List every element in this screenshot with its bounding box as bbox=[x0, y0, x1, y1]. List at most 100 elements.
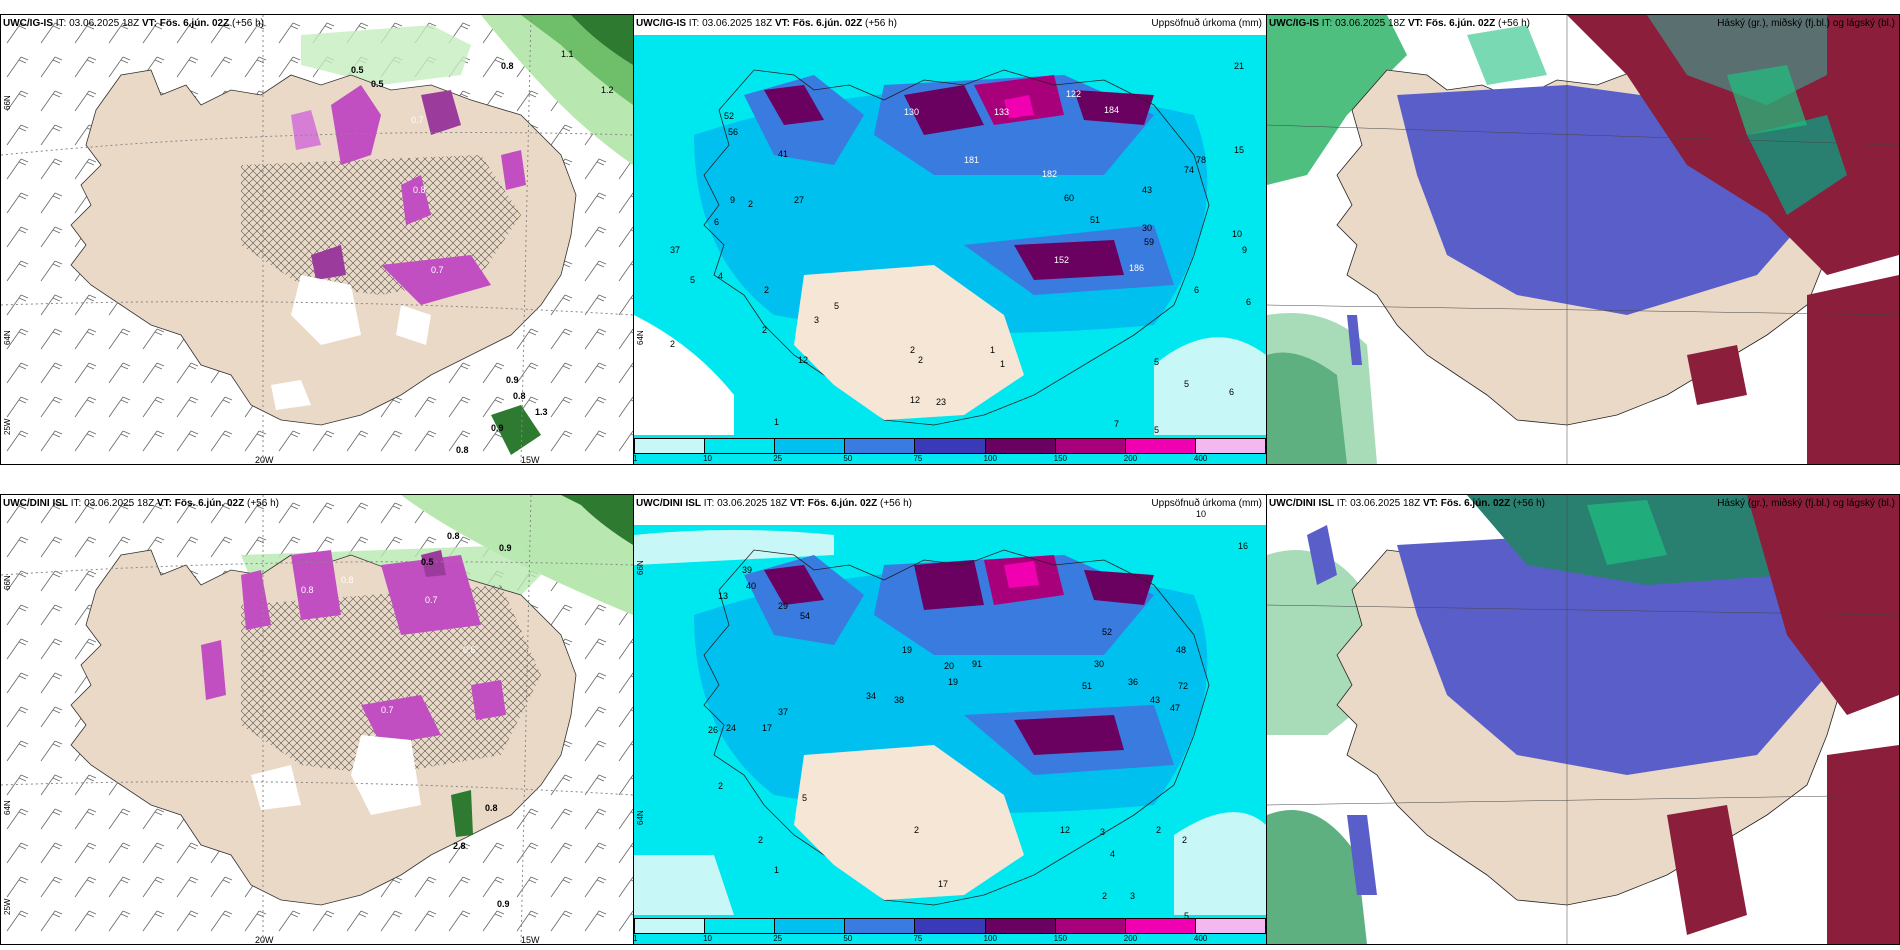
precip-value: 54 bbox=[800, 611, 811, 621]
precip-value: 133 bbox=[994, 107, 1010, 117]
lat-label-64n: 64N bbox=[636, 810, 645, 825]
snow-value: 0.8 bbox=[447, 531, 460, 541]
precip-value: 2 bbox=[670, 339, 676, 349]
snow-value: 1.1 bbox=[561, 49, 574, 59]
map-precip-top bbox=[634, 15, 1266, 464]
lon-label-20w: 20W bbox=[255, 455, 274, 465]
colorbar-segment: 150 bbox=[1054, 438, 1125, 463]
snow-value: 0.5 bbox=[351, 65, 364, 75]
snow-value: 0.7 bbox=[411, 115, 424, 125]
precip-value: 6 bbox=[1229, 387, 1235, 397]
precip-value: 34 bbox=[866, 691, 877, 701]
precip-value: 2 bbox=[762, 325, 768, 335]
precip-value: 2 bbox=[918, 355, 924, 365]
precip-value: 19 bbox=[948, 677, 959, 687]
snow-value: 0.9 bbox=[499, 543, 512, 553]
precip-value: 43 bbox=[1150, 695, 1161, 705]
colorbar-segment: 200 bbox=[1124, 438, 1195, 463]
colorbar-segment: 10 bbox=[703, 438, 775, 463]
colorbar-tick-label: 25 bbox=[773, 454, 783, 463]
precip-value: 59 bbox=[1144, 237, 1155, 247]
precip-value: 2 bbox=[914, 825, 920, 835]
precip-value: 30 bbox=[1142, 223, 1153, 233]
precip-value: 12 bbox=[910, 395, 921, 405]
colorbar-tick-label: 1 bbox=[633, 934, 638, 943]
panel-title: UWC/IG-IS IT: 03.06.2025 18Z VT: Fös. 6.… bbox=[3, 18, 264, 29]
precip-value: 7 bbox=[1114, 419, 1120, 429]
colorbar-tick-label: 100 bbox=[983, 454, 997, 463]
lon-label-25w: 25W bbox=[3, 898, 12, 915]
snow-value: 0.8 bbox=[341, 575, 354, 585]
map-precip-bottom bbox=[634, 495, 1266, 944]
panel-title: UWC/DINI ISL IT: 03.06.2025 18Z VT: Fös.… bbox=[1269, 498, 1545, 509]
colorbar-tick-label: 10 bbox=[703, 454, 713, 463]
precip-value: 17 bbox=[762, 723, 773, 733]
colorbar-segment: 200 bbox=[1124, 918, 1195, 943]
precip-value: 2 bbox=[1182, 835, 1188, 845]
precip-value: 48 bbox=[1176, 645, 1187, 655]
lat-label-66n: 66N bbox=[636, 560, 645, 575]
map-snow-bottom bbox=[1, 495, 633, 944]
panel-ig-is-precip: UWC/IG-IS IT: 03.06.2025 18Z VT: Fös. 6.… bbox=[633, 14, 1267, 465]
colorbar-tick-label: 150 bbox=[1053, 934, 1068, 943]
colorbar-segment: 100 bbox=[984, 438, 1055, 463]
precip-value: 52 bbox=[1102, 627, 1113, 637]
precip-value: 2 bbox=[910, 345, 916, 355]
precip-value: 43 bbox=[1142, 185, 1153, 195]
precip-value: 152 bbox=[1054, 255, 1070, 265]
map-clouds-top bbox=[1267, 15, 1899, 464]
precip-value: 17 bbox=[938, 879, 949, 889]
lat-label-66n: 66N bbox=[3, 95, 12, 110]
map-snow-top bbox=[1, 15, 633, 464]
colorbar-segment: 150 bbox=[1054, 918, 1125, 943]
precip-value: 182 bbox=[1042, 169, 1058, 179]
precip-value: 10 bbox=[1232, 229, 1243, 239]
panel-ig-is-snow: UWC/IG-IS IT: 03.06.2025 18Z VT: Fös. 6.… bbox=[0, 14, 634, 465]
precip-value: 20 bbox=[944, 661, 955, 671]
precip-value: 5 bbox=[1154, 357, 1160, 367]
panel-title: UWC/DINI ISL IT: 03.06.2025 18Z VT: Fös.… bbox=[636, 498, 912, 509]
precip-value: 3 bbox=[1130, 891, 1136, 901]
snow-value: 1.2 bbox=[601, 85, 614, 95]
precip-colorbar: 1 10 25 50 75 100 150 200 400 bbox=[633, 918, 1266, 943]
precip-value: 5 bbox=[1184, 379, 1190, 389]
colorbar-tick-label: 25 bbox=[773, 934, 783, 943]
colorbar-tick-label: 50 bbox=[843, 454, 853, 463]
colorbar-tick-label: 75 bbox=[913, 454, 923, 463]
precip-value: 23 bbox=[936, 397, 947, 407]
precip-value: 60 bbox=[1064, 193, 1075, 203]
precip-value: 5 bbox=[690, 275, 696, 285]
colorbar-segment: 1 bbox=[634, 438, 705, 463]
snow-value: 2.8 bbox=[453, 841, 466, 851]
precip-value: 1 bbox=[774, 417, 780, 427]
colorbar-segment: 50 bbox=[843, 918, 915, 943]
panel-dini-clouds: UWC/DINI ISL IT: 03.06.2025 18Z VT: Fös.… bbox=[1266, 494, 1900, 945]
precip-value: 16 bbox=[1238, 541, 1249, 551]
precip-value: 15 bbox=[1234, 145, 1245, 155]
panel-ig-is-clouds: UWC/IG-IS IT: 03.06.2025 18Z VT: Fös. 6.… bbox=[1266, 14, 1900, 465]
precip-value: 4 bbox=[1110, 849, 1116, 859]
precip-value: 72 bbox=[1178, 681, 1189, 691]
precip-value: 4 bbox=[718, 271, 724, 281]
precip-value: 6 bbox=[714, 217, 720, 227]
snow-value: 0.9 bbox=[491, 423, 504, 433]
lon-label-25w: 25W bbox=[3, 418, 12, 435]
precip-value: 1 bbox=[774, 865, 780, 875]
colorbar-tick-label: 150 bbox=[1053, 454, 1068, 463]
precip-value: 39 bbox=[742, 565, 753, 575]
colorbar-segment: 75 bbox=[913, 438, 985, 463]
precip-value: 3 bbox=[1100, 827, 1106, 837]
precip-value: 5 bbox=[1154, 425, 1160, 435]
precip-value: 181 bbox=[964, 155, 980, 165]
precip-value: 29 bbox=[778, 601, 789, 611]
colorbar-segment: 400 bbox=[1194, 918, 1266, 943]
precip-value: 1 bbox=[990, 345, 996, 355]
precip-value: 13 bbox=[718, 591, 729, 601]
precip-value: 9 bbox=[1242, 245, 1248, 255]
precip-value: 24 bbox=[726, 723, 737, 733]
precip-value: 30 bbox=[1094, 659, 1105, 669]
map-clouds-bottom bbox=[1267, 495, 1899, 944]
precip-value: 21 bbox=[1234, 61, 1245, 71]
colorbar-segment: 50 bbox=[843, 438, 915, 463]
colorbar-segment: 25 bbox=[773, 918, 845, 943]
